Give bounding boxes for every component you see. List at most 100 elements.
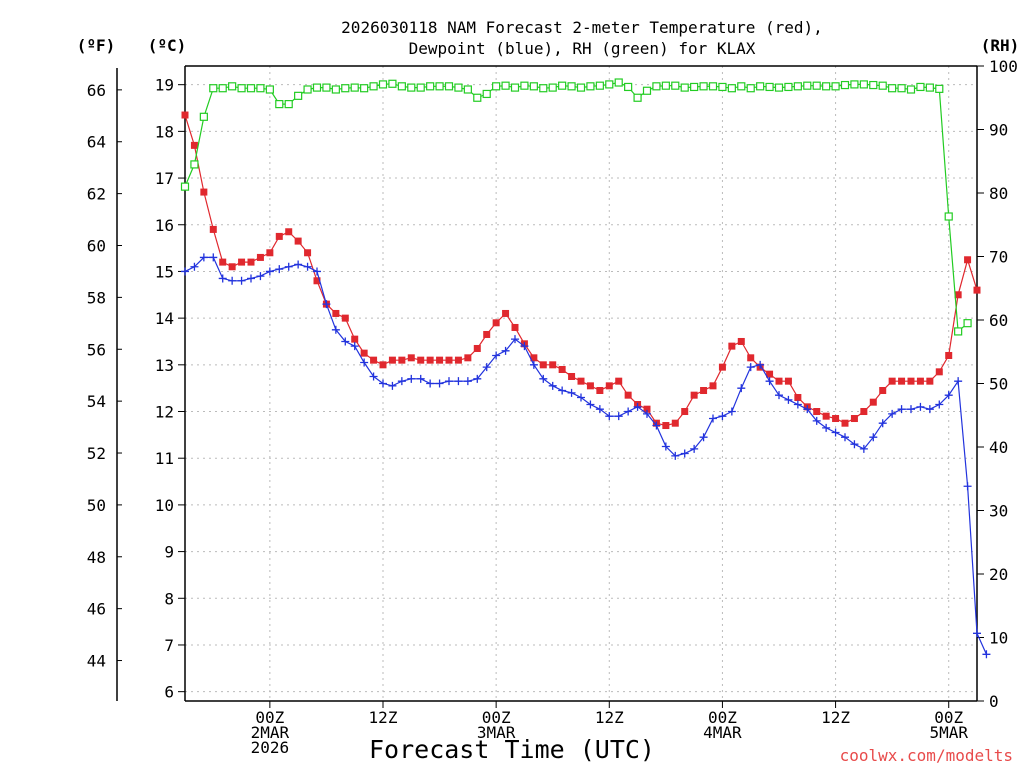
temperature-point — [869, 398, 877, 406]
dewpoint-point — [803, 405, 812, 414]
dewpoint-point — [973, 629, 981, 638]
rh-point — [331, 85, 340, 94]
dewpoint-point — [379, 379, 387, 388]
rh-point — [426, 82, 435, 91]
temperature-point — [266, 249, 274, 257]
temperature-point — [690, 391, 698, 399]
dewpoint-point — [690, 444, 699, 453]
dewpoint-point — [586, 400, 595, 409]
rh-point — [492, 82, 501, 91]
rh-point — [595, 81, 604, 90]
rh-tick-label: 40 — [989, 438, 1008, 457]
dewpoint-point — [218, 274, 227, 283]
temperature-point — [728, 342, 736, 350]
temperature-point — [784, 377, 792, 385]
rh-point — [350, 83, 359, 92]
celsius-tick-label: 12 — [155, 403, 174, 422]
temperature-point — [313, 277, 321, 285]
dewpoint-point — [963, 482, 972, 491]
rh-point — [369, 82, 378, 91]
temperature-point — [916, 377, 924, 385]
chart-title-line-2: Dewpoint (blue), RH (green) for KLAX — [409, 39, 756, 58]
temperature-point — [445, 356, 453, 364]
dewpoint-point — [284, 262, 293, 271]
dewpoint-point — [397, 377, 406, 386]
celsius-tick-label: 13 — [155, 356, 174, 375]
rh-point — [463, 85, 472, 94]
temperature-point — [813, 408, 821, 416]
dewpoint-point — [492, 351, 501, 360]
dewpoint-point — [954, 377, 963, 386]
temperature-point — [436, 356, 444, 364]
dewpoint-point — [181, 267, 189, 276]
dewpoint-point — [605, 412, 614, 421]
rh-tick-label: 30 — [989, 502, 1008, 521]
dewpoint-point — [548, 381, 557, 390]
rh-point — [680, 83, 689, 92]
rh-point — [294, 91, 303, 100]
rh-point — [548, 83, 557, 92]
fahrenheit-tick-label: 56 — [87, 340, 106, 359]
x-tick-label: 3MAR — [477, 723, 516, 742]
rh-point — [322, 83, 331, 92]
dewpoint-point — [331, 325, 340, 334]
dewpoint-point — [727, 407, 736, 416]
temperature-point — [219, 258, 227, 266]
dewpoint-point — [878, 419, 887, 428]
dewpoint-point — [897, 405, 906, 414]
temperature-point — [454, 356, 462, 364]
rh-point — [756, 82, 765, 91]
temperature-point — [417, 356, 425, 364]
rh-point — [774, 83, 784, 92]
rh-point — [558, 81, 567, 90]
x-tick-label: 12Z — [595, 708, 624, 727]
rh-point — [539, 84, 548, 93]
dewpoint-point — [784, 395, 793, 404]
dewpoint-point — [746, 363, 755, 372]
rh-point — [180, 182, 190, 191]
temperature-point — [511, 323, 519, 331]
rh-point — [690, 82, 699, 92]
rh-series-line — [184, 81, 968, 333]
x-tick-label: 5MAR — [929, 723, 968, 742]
temperature-point — [464, 354, 472, 362]
celsius-tick-label: 8 — [164, 589, 174, 608]
rh-point — [520, 81, 529, 90]
rh-point — [510, 83, 520, 92]
x-tick-label: 00Z — [934, 708, 963, 727]
rh-point — [812, 81, 821, 90]
dewpoint-point — [567, 388, 576, 397]
fahrenheit-tick-label: 50 — [87, 496, 106, 515]
dewpoint-point — [633, 402, 642, 411]
fahrenheit-tick-label: 64 — [87, 133, 106, 152]
axis-ticks: 6 7 8 9 10 11 12 13 14 15 16 17 18 19 44 46 48 50 52 54 56 58… — [87, 57, 1018, 757]
rh-tick-label: 70 — [989, 248, 1008, 267]
temperature-point — [700, 387, 708, 395]
temperature-point — [850, 415, 858, 423]
temperature-point — [388, 356, 396, 364]
temperature-point — [662, 422, 670, 430]
rh-point — [341, 84, 350, 93]
rh-point — [199, 112, 208, 121]
celsius-tick-label: 14 — [155, 309, 174, 328]
dewpoint-point — [322, 300, 331, 309]
rh-tick-label: 0 — [989, 692, 999, 711]
rh-point — [501, 81, 510, 90]
rh-tick-label: 20 — [989, 565, 1008, 584]
rh-tick-label: 100 — [989, 57, 1018, 76]
celsius-tick-label: 19 — [155, 76, 174, 95]
dewpoint-point — [199, 253, 208, 262]
celsius-tick-label: 17 — [155, 169, 174, 188]
rh-point — [624, 82, 633, 92]
rh-point — [661, 81, 670, 90]
dewpoint-point — [360, 358, 369, 367]
dewpoint-point — [369, 372, 378, 381]
series-layer — [180, 78, 991, 659]
rh-point — [793, 82, 802, 91]
rh-point — [671, 81, 680, 90]
dewpoint-series-line — [184, 256, 987, 655]
temperature-point — [360, 349, 368, 357]
rh-point — [576, 83, 586, 92]
dewpoint-point — [416, 374, 425, 383]
temperature-point — [332, 309, 340, 317]
